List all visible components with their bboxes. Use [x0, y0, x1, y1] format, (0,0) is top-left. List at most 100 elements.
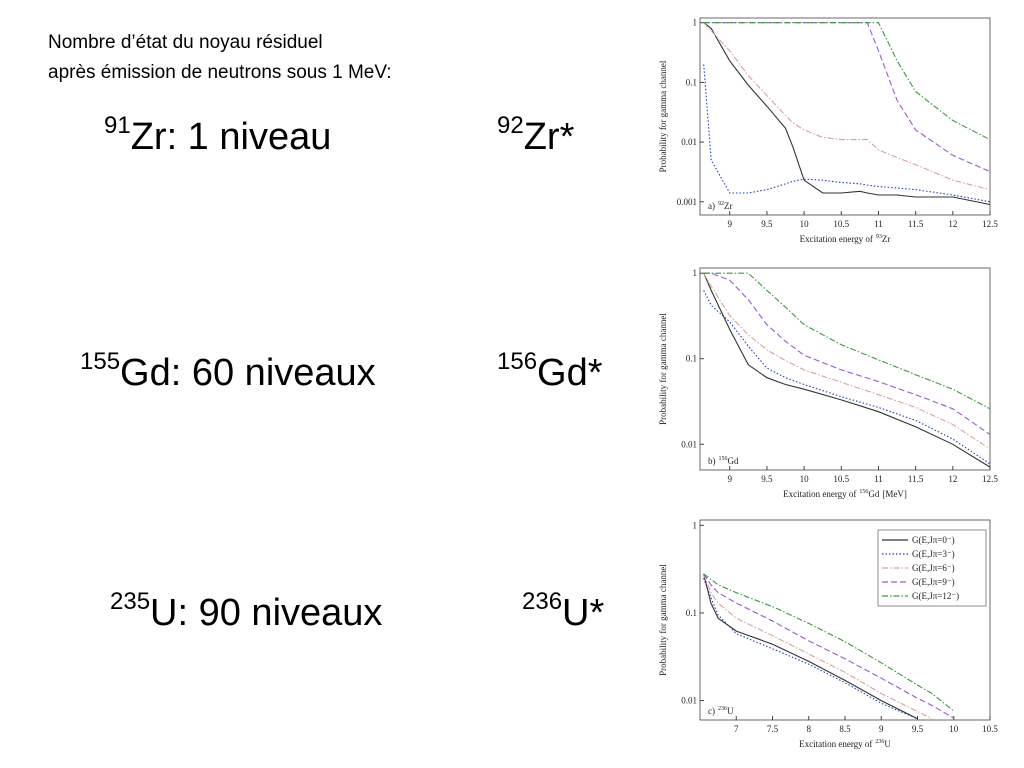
y-tick-label: 0.1: [686, 77, 697, 87]
x-tick-label: 10: [800, 474, 810, 484]
x-tick-label: 12.5: [982, 219, 998, 229]
y-tick-label: 0.01: [681, 137, 697, 147]
mass: 91: [104, 112, 131, 139]
panel-annotation: c) 236U: [708, 706, 734, 716]
mass: 236: [522, 588, 563, 615]
panel-annotation: b) 156Gd: [708, 456, 739, 466]
x-axis-label: Excitation energy of 236U: [799, 739, 891, 749]
series-line: [703, 22, 991, 191]
x-tick-label: 8.5: [839, 724, 851, 734]
series-line: [703, 272, 991, 410]
panel-letter: a): [708, 201, 715, 211]
x-tick-label: 9.5: [761, 219, 773, 229]
y-axis-label: Probability for gamma channel: [658, 313, 668, 425]
series-line: [703, 573, 918, 720]
x-tick-label: 9: [879, 724, 884, 734]
panel-annotation: a) 92Zr: [708, 201, 733, 211]
series-line: [703, 272, 991, 468]
series-line: [703, 573, 955, 712]
series-line: [703, 22, 991, 141]
heading: après émission de neutrons sous 1 MeV:: [48, 62, 392, 83]
y-tick-label: 1: [693, 268, 698, 278]
y-tick-label: 1: [693, 18, 698, 28]
x-axis-label-unit: [MeV]: [882, 489, 907, 499]
x-axis-label-text: Excitation energy of: [783, 489, 856, 499]
x-tick-label: 7.5: [767, 724, 779, 734]
x-tick-label: 9: [727, 474, 732, 484]
label: Zr: 1 niveau: [130, 116, 332, 158]
legend-label: G(E,Jπ=0⁻): [912, 535, 955, 545]
x-tick-label: 9.5: [912, 724, 924, 734]
x-axis-label-text: Excitation energy of: [799, 739, 872, 749]
compound-nucleus: 156Gd*: [497, 348, 603, 395]
x-tick-label: 11.5: [908, 219, 924, 229]
x-tick-label: 7: [734, 724, 739, 734]
plot-frame: [699, 17, 991, 216]
y-tick-label: 0.01: [681, 696, 697, 706]
y-tick-label: 0.01: [681, 439, 697, 449]
legend-label: G(E,Jπ=9⁻): [912, 577, 955, 587]
label: U*: [562, 592, 605, 634]
x-tick-label: 10.5: [833, 219, 849, 229]
series-line: [703, 22, 991, 206]
y-tick-label: 0.1: [686, 608, 697, 618]
y-tick-label: 0.001: [677, 197, 697, 207]
panel-letter: c): [708, 706, 715, 716]
panel-letter: b): [708, 456, 716, 466]
x-tick-label: 11: [874, 474, 883, 484]
mass: 156: [497, 348, 538, 375]
panel-mass: 92: [718, 201, 724, 207]
heading: Nombre d’état du noyau résiduel: [48, 32, 323, 53]
panel-element: U: [727, 706, 734, 716]
y-axis-label: Probability for gamma channel: [658, 60, 668, 172]
x-axis-label-element: Zr: [882, 234, 891, 244]
compound-nucleus: 236U*: [522, 588, 604, 635]
x-tick-label: 10: [800, 219, 810, 229]
panel-element: Zr: [724, 201, 733, 211]
mass: 155: [80, 348, 121, 375]
x-tick-label: 10: [949, 724, 959, 734]
label: Zr*: [523, 116, 575, 158]
x-axis-label-element: U: [884, 739, 891, 749]
legend-label: G(E,Jπ=6⁻): [912, 563, 955, 573]
y-axis-label: Probability for gamma channel: [658, 564, 668, 676]
x-tick-label: 10.5: [982, 724, 998, 734]
x-tick-label: 12: [948, 474, 957, 484]
legend-label: G(E,Jπ=12⁻): [912, 591, 959, 601]
legend-label: G(E,Jπ=3⁻): [912, 549, 955, 559]
panel-mass: 236: [718, 706, 727, 712]
series-line: [703, 64, 991, 203]
series-line: [703, 290, 991, 465]
x-tick-label: 10.5: [833, 474, 849, 484]
compound-nucleus: 92Zr*: [497, 112, 574, 159]
x-axis-label: Excitation energy of 156Gd [MeV]: [783, 489, 907, 499]
series-line: [703, 573, 933, 720]
panel-element: Gd: [728, 456, 739, 466]
y-tick-label: 0.1: [686, 354, 697, 364]
x-axis-label-element: Gd: [868, 489, 879, 499]
label: U: 90 niveaux: [150, 592, 383, 634]
target-nucleus: 91Zr: 1 niveau: [104, 112, 331, 159]
x-axis-label-mass: 236: [875, 739, 884, 745]
x-tick-label: 9: [727, 219, 732, 229]
x-tick-label: 11.5: [908, 474, 924, 484]
x-axis-label: Excitation energy of 93Zr: [800, 234, 891, 244]
x-tick-label: 9.5: [761, 474, 773, 484]
x-tick-label: 12: [948, 219, 957, 229]
mass: 235: [110, 588, 151, 615]
label: Gd*: [537, 352, 603, 394]
mass: 92: [497, 112, 524, 139]
x-tick-label: 11: [874, 219, 883, 229]
series-line: [703, 22, 991, 173]
panel-mass: 156: [719, 456, 728, 462]
x-tick-label: 12.5: [982, 474, 998, 484]
x-axis-label-mass: 93: [876, 234, 882, 240]
target-nucleus: 155Gd: 60 niveaux: [80, 348, 376, 395]
x-tick-label: 8: [807, 724, 812, 734]
series-line: [703, 573, 955, 719]
y-tick-label: 1: [693, 520, 698, 530]
plot-frame: [699, 267, 991, 471]
series-line: [703, 272, 991, 435]
target-nucleus: 235U: 90 niveaux: [110, 588, 382, 635]
